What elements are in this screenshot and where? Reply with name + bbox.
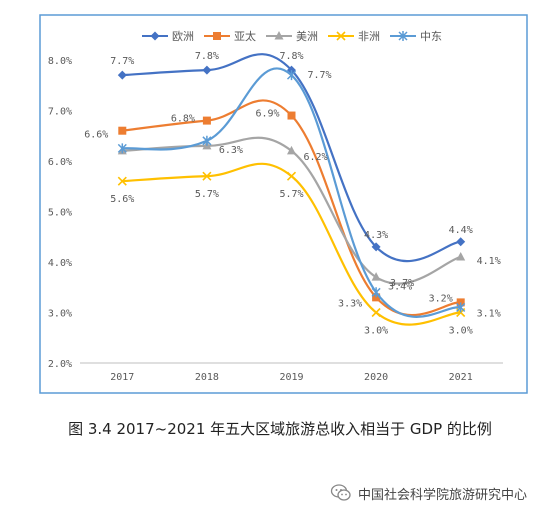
data-point xyxy=(202,171,212,181)
series-line xyxy=(122,53,461,263)
legend-item: 中东 xyxy=(390,30,442,43)
wechat-icon xyxy=(330,484,351,501)
data-point xyxy=(150,31,160,41)
series-line xyxy=(122,67,461,318)
data-labels: 7.7% 7.8% 7.8% 4.3% 4.4% 6.6% 6.8% 6.9% 3.3% 3.2%… xyxy=(84,51,500,336)
data-point xyxy=(213,32,221,40)
data-point xyxy=(398,31,408,41)
y-tick-label: 7.0% xyxy=(48,107,72,118)
data-label: 5.7% xyxy=(195,189,219,200)
legend: 欧洲 亚太 美洲 非洲 中东 xyxy=(142,30,442,43)
data-label: 7.8% xyxy=(279,51,303,62)
x-axis-ticks: 2017 2018 2019 2020 2021 xyxy=(110,372,472,383)
y-tick-label: 4.0% xyxy=(48,258,72,269)
y-tick-label: 6.0% xyxy=(48,157,72,168)
legend-label: 中东 xyxy=(420,30,442,43)
series-中东 xyxy=(117,67,466,318)
legend-label: 美洲 xyxy=(296,30,318,43)
data-point xyxy=(336,31,346,41)
data-point xyxy=(456,298,465,307)
legend-item: 欧洲 xyxy=(142,30,194,43)
data-point xyxy=(286,70,297,81)
series-line xyxy=(122,162,461,326)
y-axis-ticks: 2.0% 3.0% 4.0% 5.0% 6.0% 7.0% 8.0% xyxy=(48,56,72,370)
data-label: 4.3% xyxy=(364,230,388,241)
data-point xyxy=(202,135,212,146)
data-point xyxy=(202,65,212,75)
data-label: 7.7% xyxy=(307,70,331,81)
x-tick-label: 2017 xyxy=(110,372,134,383)
data-point xyxy=(286,171,297,181)
data-point xyxy=(117,143,127,154)
data-point xyxy=(456,302,466,313)
y-tick-label: 3.0% xyxy=(48,309,72,320)
legend-item: 美洲 xyxy=(266,30,318,43)
footer-watermark: 中国社会科学院旅游研究中心 xyxy=(330,482,552,504)
series-group xyxy=(117,53,466,326)
legend-item: 非洲 xyxy=(328,30,380,43)
figure-caption: 图 3.4 2017~2021 年五大区域旅游总收入相当于 GDP 的比例 xyxy=(68,420,492,438)
data-label: 3.3% xyxy=(338,298,362,309)
x-tick-label: 2021 xyxy=(449,372,473,383)
x-tick-label: 2020 xyxy=(364,372,388,383)
data-point xyxy=(117,176,127,186)
data-point xyxy=(371,307,381,318)
data-label: 3.4% xyxy=(388,281,412,292)
data-point xyxy=(371,242,381,252)
series-非洲 xyxy=(117,162,466,326)
legend-label: 非洲 xyxy=(358,30,380,43)
line-chart: 欧洲 亚太 美洲 非洲 中东 2.0%3.0%4.0%5.0%6.0%7.0%8.0% … xyxy=(39,14,528,394)
data-point xyxy=(372,293,381,302)
data-point xyxy=(118,126,127,135)
data-point xyxy=(456,251,466,261)
data-point xyxy=(287,111,296,120)
data-point xyxy=(287,145,296,155)
data-point xyxy=(456,237,466,247)
data-point xyxy=(274,31,284,40)
legend-label: 亚太 xyxy=(234,30,256,43)
x-tick-label: 2018 xyxy=(195,372,219,383)
data-label: 3.7% xyxy=(390,278,414,289)
data-label: 7.7% xyxy=(110,56,134,67)
data-point xyxy=(202,116,211,125)
data-label: 6.9% xyxy=(255,109,279,120)
x-tick-label: 2019 xyxy=(279,372,303,383)
data-label: 5.6% xyxy=(110,194,134,205)
data-label: 3.1% xyxy=(477,308,501,319)
data-point xyxy=(117,70,127,80)
data-point xyxy=(371,272,381,281)
data-label: 5.7% xyxy=(279,189,303,200)
data-label: 7.8% xyxy=(195,51,219,62)
data-label: 6.2% xyxy=(303,152,327,163)
legend-item: 亚太 xyxy=(204,30,256,43)
legend-label: 欧洲 xyxy=(172,30,194,43)
data-label: 3.0% xyxy=(364,326,388,337)
data-label: 6.6% xyxy=(84,130,108,141)
data-label: 4.4% xyxy=(449,225,473,236)
data-label: 6.3% xyxy=(219,145,243,156)
data-label: 3.0% xyxy=(449,326,473,337)
data-label: 3.2% xyxy=(429,293,453,304)
y-tick-label: 5.0% xyxy=(48,208,72,219)
y-tick-label: 2.0% xyxy=(48,359,72,370)
data-label: 4.1% xyxy=(477,256,501,267)
data-label: 6.8% xyxy=(171,114,195,125)
footer-text: 中国社会科学院旅游研究中心 xyxy=(358,487,528,503)
y-tick-label: 8.0% xyxy=(48,56,72,67)
data-point xyxy=(371,287,381,298)
